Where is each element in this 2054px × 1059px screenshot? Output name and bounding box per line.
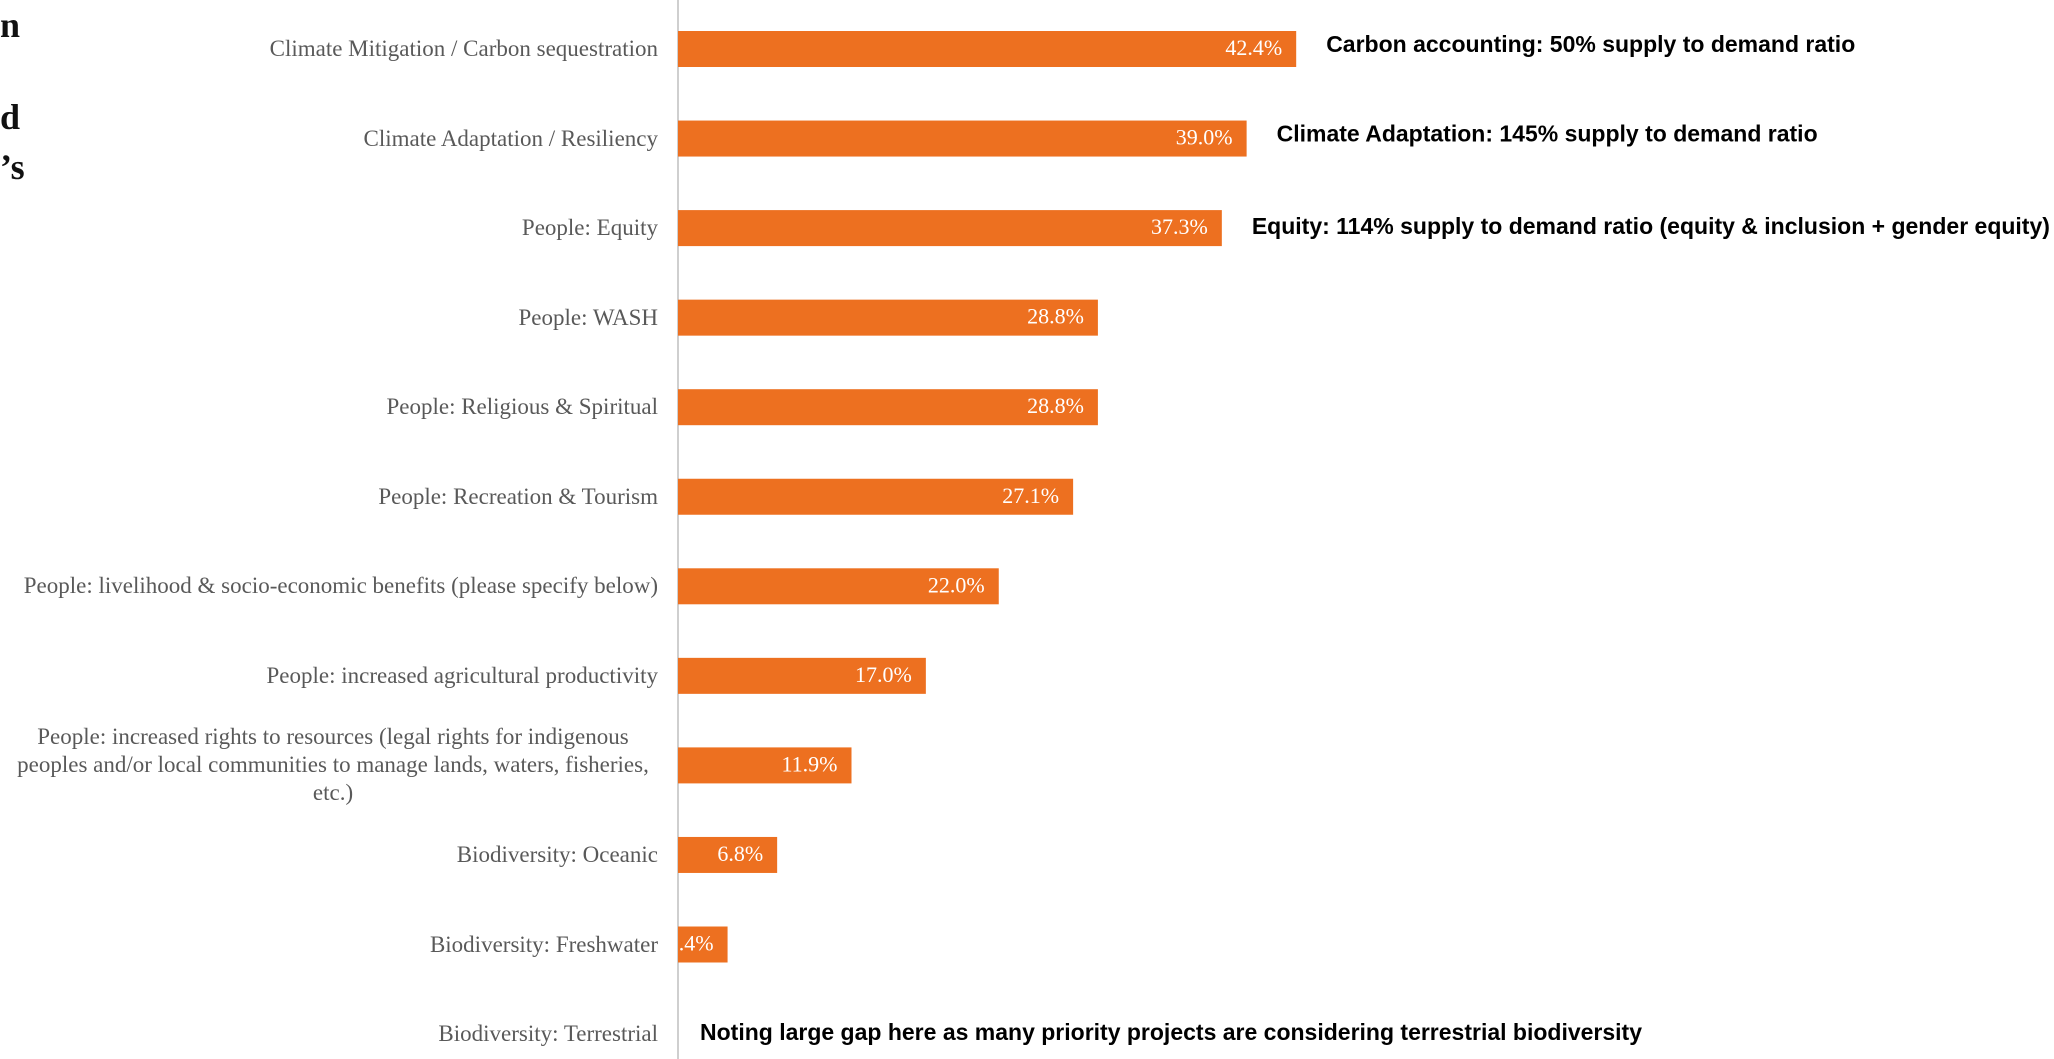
value-label: 22.0% [928, 572, 985, 597]
annotation: Climate Adaptation: 145% supply to deman… [1277, 121, 1818, 147]
plot-area: 42.4% 39.0% 37.3% 28.8% 28.8% 27.1% 22.0% 17.0%… [668, 31, 1297, 963]
bar [678, 657, 926, 694]
bar [678, 836, 778, 873]
category-label: People: livelihood & socio-economic bene… [0, 572, 658, 600]
category-label-text: People: WASH [518, 304, 659, 330]
category-label: People: Religious & Spiritual [0, 393, 658, 421]
bar [678, 478, 1074, 515]
value-label: 37.3% [1151, 214, 1208, 239]
category-label: People: increased rights to resources (l… [0, 723, 658, 807]
category-label: Climate Adaptation / Resiliency [0, 125, 658, 153]
bar [678, 210, 1222, 247]
category-label-text: People: increased rights to resources (l… [17, 724, 649, 806]
value-label: 11.9% [781, 751, 837, 776]
value-label: 17.0% [855, 662, 912, 687]
value-label: 28.8% [1027, 393, 1084, 418]
bar [678, 568, 999, 605]
category-label: People: increased agricultural productiv… [0, 662, 658, 690]
bar [678, 120, 1247, 157]
bar [678, 389, 1098, 426]
bar [678, 299, 1098, 336]
value-label: 39.0% [1176, 125, 1233, 150]
category-label-text: Biodiversity: Oceanic [456, 841, 658, 867]
category-label-text: Biodiversity: Terrestrial [438, 1021, 658, 1047]
value-label: 42.4% [1225, 35, 1282, 60]
value-label: 3.4% [668, 931, 714, 956]
category-label: People: WASH [0, 304, 659, 332]
category-label-text: People: Religious & Spiritual [386, 394, 658, 420]
value-label: 27.1% [1002, 483, 1059, 508]
category-label: People: Recreation & Tourism [0, 483, 658, 511]
bar [678, 926, 728, 963]
value-label: 6.8% [717, 841, 763, 866]
category-label: People: Equity [0, 214, 658, 242]
value-label: 28.8% [1027, 304, 1084, 329]
annotation: Noting large gap here as many priority p… [700, 1019, 1642, 1045]
category-label-text: People: increased agricultural productiv… [266, 662, 658, 688]
annotation: Equity: 114% supply to demand ratio (equ… [1252, 213, 2050, 239]
category-label: Climate Mitigation / Carbon sequestratio… [0, 35, 658, 63]
category-label: Biodiversity: Terrestrial [0, 1020, 658, 1048]
category-label-text: Climate Adaptation / Resiliency [363, 125, 658, 151]
category-label: Biodiversity: Oceanic [0, 841, 658, 869]
category-label-text: People: Equity [521, 215, 658, 241]
title-fragment: d [0, 97, 21, 137]
title-fragment: n [0, 5, 21, 45]
category-label-text: People: livelihood & socio-economic bene… [23, 573, 658, 599]
category-label-text: Climate Mitigation / Carbon sequestratio… [269, 36, 658, 61]
category-label-text: Biodiversity: Freshwater [429, 931, 658, 957]
annotation: Carbon accounting: 50% supply to demand … [1326, 31, 1855, 57]
bar [678, 31, 1297, 67]
category-label-text: People: Recreation & Tourism [378, 483, 658, 509]
bar [678, 747, 852, 784]
title-fragment: ’s [0, 147, 25, 187]
category-label: Biodiversity: Freshwater [0, 931, 658, 959]
